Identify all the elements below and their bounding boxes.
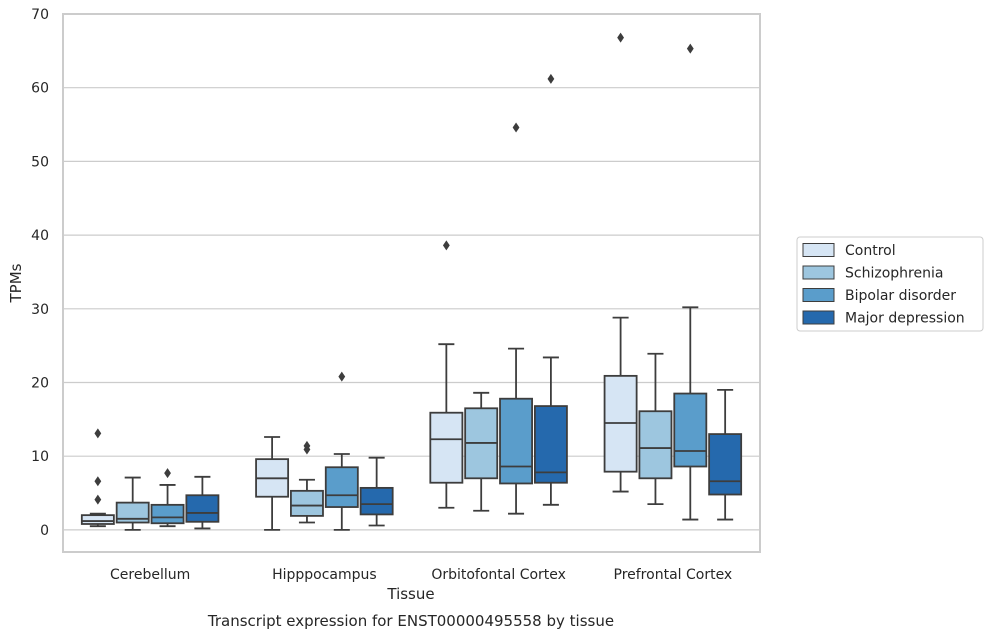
- box: [638, 352, 673, 505]
- box: [80, 428, 115, 528]
- legend-label: Major depression: [845, 311, 965, 327]
- outlier-point: [338, 371, 346, 382]
- box: [429, 240, 464, 509]
- box: [150, 468, 185, 528]
- legend-frame: [796, 236, 984, 332]
- x-tick-label: Cerebellum: [110, 567, 190, 583]
- outlier-point: [94, 476, 102, 487]
- x-tick-label: Hipppocampus: [272, 567, 377, 583]
- box: [185, 475, 220, 530]
- outlier-point: [512, 122, 520, 133]
- y-axis-label: TPMs: [7, 263, 25, 303]
- gridlines: [63, 13, 760, 531]
- legend-label: Schizophrenia: [845, 266, 943, 282]
- y-tick-label: 50: [31, 154, 49, 170]
- outlier-point: [442, 240, 450, 251]
- x-tick-label: Orbitofontal Cortex: [431, 567, 566, 583]
- boxes-layer: [80, 32, 743, 531]
- y-tick-label: 30: [31, 302, 49, 318]
- y-tick-label: 10: [31, 449, 49, 465]
- box-body: [533, 405, 568, 484]
- box-body: [80, 514, 115, 525]
- y-tick-label: 0: [40, 523, 49, 539]
- y-tick-label: 20: [31, 375, 49, 391]
- legend-swatch: [802, 288, 835, 302]
- outlier-point: [617, 32, 624, 43]
- box: [603, 32, 638, 493]
- box-body: [359, 486, 394, 516]
- box-body: [638, 410, 673, 480]
- box-body: [290, 489, 324, 517]
- outlier-point: [94, 494, 102, 505]
- box-body: [708, 433, 743, 496]
- legend-swatch: [802, 243, 835, 257]
- x-axis-ticks: Cerebellum Hipppocampus Orbitofontal Corte…: [110, 567, 732, 583]
- box: [255, 436, 290, 531]
- box: [708, 388, 743, 521]
- box-body: [324, 466, 359, 508]
- box-body: [673, 392, 708, 468]
- y-tick-label: 40: [31, 228, 49, 244]
- x-axis-label: Tissue: [386, 585, 434, 603]
- plot-area-frame: [62, 13, 761, 553]
- y-tick-label: 60: [31, 81, 49, 97]
- box-body: [499, 397, 533, 485]
- box: [499, 122, 533, 515]
- outlier-point: [303, 440, 311, 451]
- chart-caption: Transcript expression for ENST0000049555…: [207, 612, 614, 630]
- outlier-point: [686, 43, 694, 54]
- x-tick-label: Prefrontal Cortex: [614, 567, 733, 583]
- box: [533, 73, 568, 506]
- box: [324, 371, 359, 531]
- legend: Control Schizophrenia Bipolar disorder Majo…: [796, 236, 984, 332]
- box-body: [429, 411, 464, 484]
- legend-label: Control: [845, 243, 896, 259]
- y-axis-ticks: 0 10 20 30 40 50 60 70: [31, 7, 49, 539]
- box-body: [150, 503, 185, 525]
- outlier-point: [164, 468, 171, 479]
- outlier-point: [547, 73, 555, 84]
- y-tick-label: 70: [31, 7, 49, 23]
- box: [464, 391, 499, 512]
- box: [115, 476, 150, 531]
- legend-label: Bipolar disorder: [845, 288, 956, 304]
- box: [673, 43, 708, 521]
- box-body: [185, 494, 220, 523]
- box: [359, 456, 394, 527]
- legend-swatch: [802, 265, 835, 280]
- legend-swatch: [802, 310, 835, 325]
- box-body: [115, 501, 150, 524]
- outlier-point: [94, 428, 102, 439]
- legend-items: Control Schizophrenia Bipolar disorder Majo…: [802, 243, 965, 327]
- box: [290, 440, 324, 524]
